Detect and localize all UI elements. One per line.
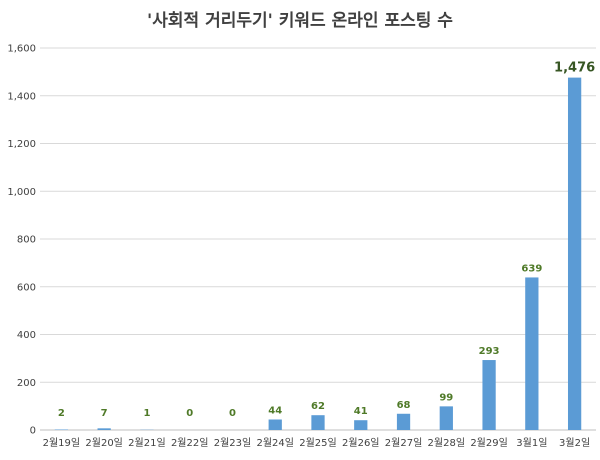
y-tick-label: 1,000 bbox=[7, 187, 36, 198]
data-labels: 2 7 1 0 0 44 62 41 68 99 293 639 1,476 bbox=[58, 61, 595, 419]
y-tick-label: 1,200 bbox=[7, 139, 36, 150]
x-tick-label: 2월28일 bbox=[428, 437, 466, 449]
bar bbox=[354, 420, 368, 430]
x-tick-label: 2월20일 bbox=[85, 437, 123, 449]
bars bbox=[54, 77, 582, 430]
data-label: 0 bbox=[186, 408, 193, 419]
x-tick-label: 2월27일 bbox=[385, 437, 423, 449]
x-tick-label: 2월26일 bbox=[342, 437, 380, 449]
bar bbox=[311, 415, 325, 430]
data-label: 7 bbox=[101, 408, 108, 419]
data-label: 62 bbox=[311, 401, 325, 412]
bar bbox=[567, 77, 582, 430]
x-tick-label: 2월21일 bbox=[128, 437, 166, 449]
y-axis-ticks: 0 200 400 600 800 1,000 1,200 1,400 1,600 bbox=[7, 44, 36, 437]
y-tick-label: 200 bbox=[17, 378, 36, 389]
data-label: 68 bbox=[397, 400, 411, 411]
x-tick-label: 2월24일 bbox=[256, 437, 294, 449]
y-tick-label: 800 bbox=[17, 235, 36, 246]
y-tick-label: 600 bbox=[17, 282, 36, 293]
y-tick-label: 400 bbox=[17, 330, 36, 341]
x-tick-label: 2월22일 bbox=[171, 437, 209, 449]
data-label: 99 bbox=[439, 392, 453, 403]
data-label: 2 bbox=[58, 408, 65, 419]
data-label: 1 bbox=[143, 408, 150, 419]
bar bbox=[97, 428, 111, 430]
bar bbox=[482, 360, 496, 430]
bar bbox=[525, 277, 539, 430]
data-label: 41 bbox=[354, 406, 368, 417]
data-label: 639 bbox=[521, 263, 542, 274]
gridlines bbox=[40, 47, 596, 431]
data-label: 293 bbox=[479, 346, 500, 357]
data-label: 0 bbox=[229, 408, 236, 419]
x-tick-label: 3월2일 bbox=[559, 437, 590, 449]
data-label: 1,476 bbox=[554, 61, 595, 76]
y-tick-label: 1,400 bbox=[7, 91, 36, 102]
x-tick-label: 2월25일 bbox=[299, 437, 337, 449]
x-axis-categories: 2월19일 2월20일 2월21일 2월22일 2월23일 2월24일 2월25일 2월26일… bbox=[43, 437, 591, 449]
y-tick-label: 0 bbox=[30, 426, 36, 437]
bar bbox=[439, 406, 453, 430]
x-tick-label: 2월19일 bbox=[43, 437, 81, 449]
x-tick-label: 2월23일 bbox=[214, 437, 252, 449]
x-tick-label: 2월29일 bbox=[470, 437, 508, 449]
bar bbox=[396, 413, 411, 430]
x-tick-label: 3월1일 bbox=[516, 437, 547, 449]
y-tick-label: 1,600 bbox=[7, 44, 36, 55]
bar bbox=[268, 419, 282, 430]
chart-title: '사회적 거리두기' 키워드 온라인 포스팅 수 bbox=[147, 11, 453, 31]
data-label: 44 bbox=[268, 405, 282, 416]
